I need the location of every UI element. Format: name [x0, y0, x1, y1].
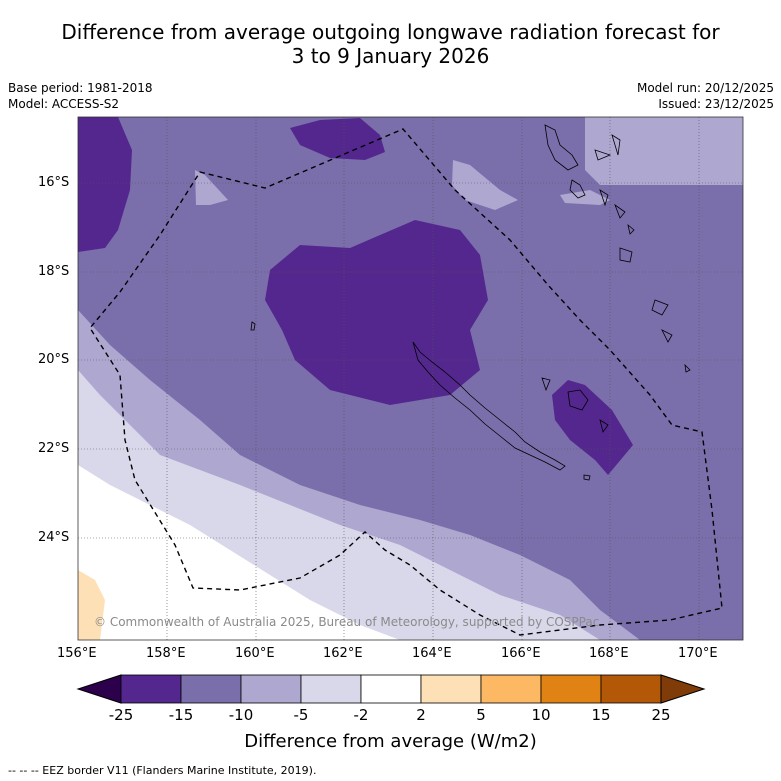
lon-tick-166e: 166°E	[501, 646, 541, 661]
colorbar-label-2: 2	[416, 706, 426, 724]
band-lt-neg15-north	[290, 118, 385, 160]
lat-tick-24s: 24°S	[38, 530, 70, 545]
colorbar-box-1	[180, 674, 242, 704]
colorbar-over-arrow	[660, 674, 706, 704]
colorbar-box-8	[600, 674, 662, 704]
colorbar-label-neg5: -5	[293, 706, 309, 724]
loyalty-islands	[541, 377, 609, 433]
colorbar-box-6	[480, 674, 542, 704]
small-islet-west	[250, 321, 256, 331]
eez-legend: -- -- -- EEZ border V11 (Flanders Marine…	[8, 764, 317, 777]
small-islet-south	[583, 474, 591, 481]
gridlines	[78, 117, 743, 640]
band-lt-neg15-central	[265, 220, 488, 405]
colorbar-box-4	[360, 674, 422, 704]
colorbar-box-7	[540, 674, 602, 704]
title-line-1: Difference from average outgoing longwav…	[61, 20, 720, 44]
lat-tick-22s: 22°S	[38, 441, 70, 456]
patch-light-1	[452, 160, 518, 210]
lon-tick-170e: 170°E	[678, 646, 718, 661]
lat-tick-18s: 18°S	[38, 264, 70, 279]
colorbar-label-neg15: -15	[168, 706, 194, 724]
lon-tick-168e: 168°E	[589, 646, 629, 661]
new-caledonia	[412, 341, 566, 471]
colorbar	[76, 674, 706, 704]
lat-tick-20s: 20°S	[38, 352, 70, 367]
vanuatu-south	[599, 189, 691, 373]
patch-light-2	[195, 170, 228, 205]
colorbar-box-3	[300, 674, 362, 704]
colorbar-label-5: 5	[476, 706, 486, 724]
colorbar-label-neg2: -2	[353, 706, 369, 724]
lon-tick-162e: 162°E	[323, 646, 363, 661]
colorbar-box-0	[120, 674, 182, 704]
patch-light-3	[560, 190, 610, 205]
band-2-5	[78, 570, 105, 640]
colorbar-label-10: 10	[531, 706, 551, 724]
vanuatu-north	[544, 124, 621, 199]
colorbar-label-neg10: -10	[228, 706, 254, 724]
colorbar-label-25: 25	[651, 706, 671, 724]
eez-border	[89, 128, 723, 636]
lon-tick-158e: 158°E	[146, 646, 186, 661]
band-lt-neg15-east	[552, 380, 633, 475]
colorbar-box-5	[420, 674, 482, 704]
colorbar-title: Difference from average (W/m2)	[244, 731, 537, 752]
title-line-2: 3 to 9 January 2026	[291, 44, 490, 68]
band-lt-neg15-west	[78, 117, 132, 252]
lon-tick-164e: 164°E	[412, 646, 452, 661]
model-run: Model run: 20/12/2025	[636, 81, 774, 95]
lat-tick-16s: 16°S	[38, 175, 70, 190]
colorbar-label-15: 15	[591, 706, 611, 724]
colorbar-label-neg25: -25	[108, 706, 134, 724]
issued-date: Issued: 23/12/2025	[658, 97, 774, 111]
base-period: Base period: 1981-2018	[8, 81, 153, 95]
olr-anomaly-field	[78, 117, 743, 640]
colorbar-box-2	[240, 674, 302, 704]
colorbar-under-arrow	[76, 674, 122, 704]
model-label: Model: ACCESS-S2	[8, 97, 120, 111]
map-frame	[77, 116, 744, 641]
coastlines	[250, 124, 691, 481]
lon-tick-160e: 160°E	[235, 646, 275, 661]
lon-tick-156e: 156°E	[57, 646, 97, 661]
band-neutral	[78, 465, 400, 640]
copyright-notice: © Commonwealth of Australia 2025, Bureau…	[94, 615, 600, 629]
